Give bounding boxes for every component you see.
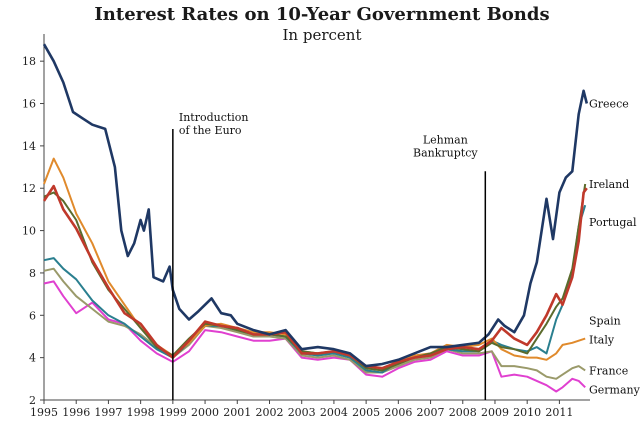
x-tick-label: 2000 (191, 406, 219, 419)
series-line-germany (43, 280, 586, 393)
annotation-label: Introduction (179, 111, 249, 124)
x-tick-label: 2007 (417, 406, 445, 419)
y-tick-label: 16 (22, 98, 36, 111)
x-tick-label: 2011 (545, 406, 573, 419)
series-label-greece: Greece (589, 98, 629, 111)
chart-title: Interest Rates on 10-Year Government Bon… (94, 4, 550, 25)
x-tick-label: 2003 (288, 406, 316, 419)
axes (43, 34, 590, 401)
x-tick-label: 2004 (320, 406, 348, 419)
y-tick-label: 4 (29, 352, 36, 365)
series-line-greece (42, 43, 589, 368)
x-tick-label: 2001 (223, 406, 251, 419)
y-tick-label: 2 (29, 394, 36, 407)
series-label-portugal: Portugal (589, 216, 637, 229)
x-tick-label: 2009 (481, 406, 509, 419)
series-labels: Greece Ireland Portugal Spain Italy France Ger… (589, 98, 641, 397)
series-label-spain: Spain (589, 315, 621, 328)
x-tick-label: 1996 (62, 406, 90, 419)
series-label-germany: Germany (589, 383, 641, 396)
series-line-ireland (42, 184, 588, 370)
y-tick-label: 14 (22, 140, 36, 153)
x-tick-label: 2006 (384, 406, 412, 419)
x-tick-label: 2005 (352, 406, 380, 419)
series-label-france: France (589, 364, 628, 377)
y-tick-label: 18 (22, 55, 36, 68)
y-tick-label: 6 (29, 309, 36, 322)
x-tick-label: 2008 (449, 406, 477, 419)
y-tick-label: 8 (29, 267, 36, 280)
series-line-portugal (43, 183, 587, 372)
x-tick-label: 1997 (94, 406, 122, 419)
x-tick-label: 2002 (255, 406, 283, 419)
annotation-label: Bankruptcy (413, 146, 478, 159)
tick-labels: 2 4 6 8 10 12 14 16 18 1995 1996 1997 1998 1999 2000 20… (22, 55, 573, 419)
series-label-ireland: Ireland (589, 178, 629, 191)
y-tick-label: 12 (22, 182, 36, 195)
y-tick-label: 10 (22, 225, 36, 238)
chart-subtitle: In percent (282, 26, 362, 44)
annotation-label: of the Euro (179, 124, 242, 137)
x-tick-label: 1999 (159, 406, 187, 419)
x-tick-label: 2010 (513, 406, 541, 419)
series-line-spain (43, 204, 587, 374)
annotation-label: Lehman (423, 133, 468, 146)
series-lines (42, 43, 589, 393)
x-tick-label: 1998 (127, 406, 155, 419)
series-label-italy: Italy (589, 334, 615, 347)
x-tick-label: 1995 (30, 406, 58, 419)
series-line-italy (43, 157, 586, 372)
